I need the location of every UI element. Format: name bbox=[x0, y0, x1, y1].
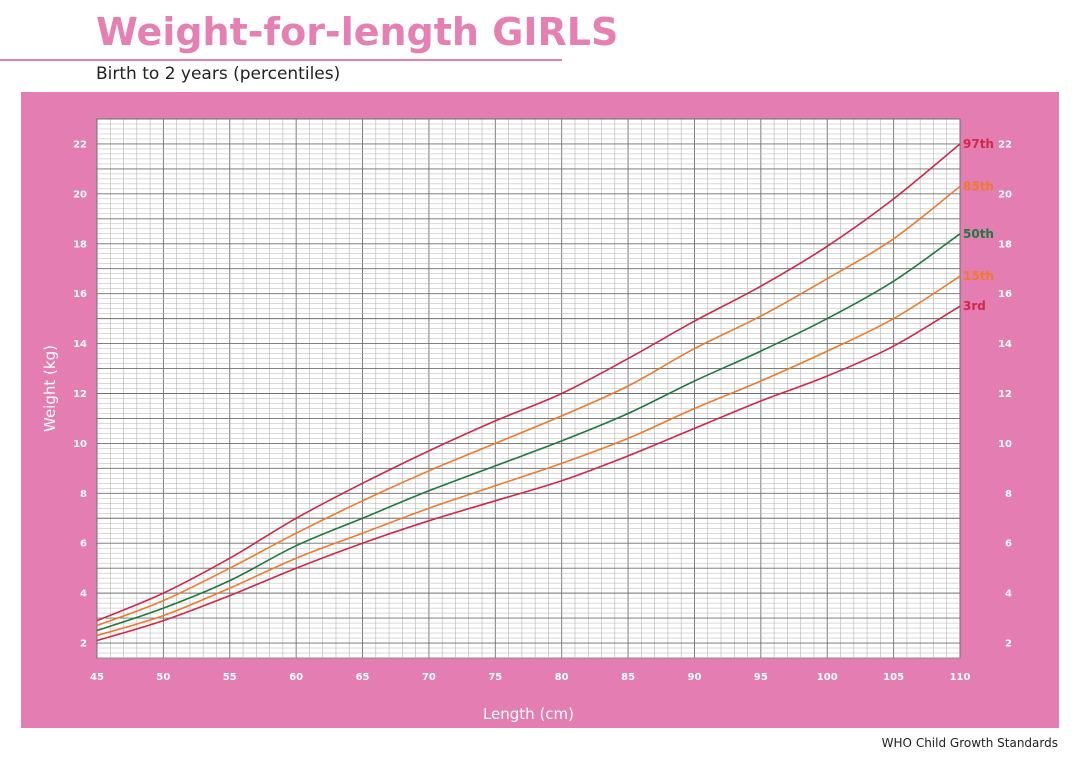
series-line-3rd bbox=[96, 305, 961, 642]
y-tick-label: 16 bbox=[73, 289, 87, 300]
y-tick-label: 18 bbox=[73, 239, 87, 250]
series-label-3rd: 3rd bbox=[963, 299, 986, 313]
y-axis-right: 2 4 6 8 10 12 14 16 18 20 22 bbox=[998, 139, 1012, 649]
x-tick-label: 100 bbox=[817, 672, 838, 683]
series-line-15th bbox=[96, 275, 961, 637]
x-tick-label: 45 bbox=[90, 672, 104, 683]
y-tick-label-right: 2 bbox=[1005, 639, 1012, 650]
series-labels: 3rd 15th 50th 85th 97th bbox=[963, 137, 994, 313]
y-tick-label-right: 12 bbox=[998, 389, 1012, 400]
y-tick-label: 8 bbox=[80, 489, 87, 500]
series-label-85th: 85th bbox=[963, 179, 994, 193]
y-tick-label-right: 20 bbox=[998, 189, 1012, 200]
y-tick-label-right: 22 bbox=[998, 139, 1012, 150]
series-line-50th bbox=[96, 233, 961, 632]
y-tick-label: 10 bbox=[73, 439, 87, 450]
source-credit: WHO Child Growth Standards bbox=[881, 736, 1058, 750]
y-tick-label-right: 8 bbox=[1005, 489, 1012, 500]
y-tick-label: 14 bbox=[73, 339, 87, 350]
x-tick-label: 95 bbox=[754, 672, 768, 683]
y-tick-label-right: 14 bbox=[998, 339, 1012, 350]
x-tick-label: 85 bbox=[621, 672, 635, 683]
chart-subtitle: Birth to 2 years (percentiles) bbox=[96, 64, 341, 84]
series-label-15th: 15th bbox=[963, 269, 994, 283]
x-tick-label: 75 bbox=[488, 672, 502, 683]
x-tick-label: 110 bbox=[950, 672, 971, 683]
y-tick-label-right: 6 bbox=[1005, 539, 1012, 550]
y-tick-label: 22 bbox=[73, 139, 87, 150]
x-tick-label: 90 bbox=[688, 672, 702, 683]
y-tick-label: 4 bbox=[80, 589, 87, 600]
series-line-85th bbox=[96, 185, 961, 627]
y-axis-label: Weight (kg) bbox=[41, 345, 59, 432]
y-tick-label: 6 bbox=[80, 539, 87, 550]
series-line-97th bbox=[96, 143, 961, 622]
y-tick-label-right: 18 bbox=[998, 239, 1012, 250]
x-tick-label: 80 bbox=[555, 672, 569, 683]
series-label-97th: 97th bbox=[963, 137, 994, 151]
y-tick-label: 12 bbox=[73, 389, 87, 400]
y-axis-left: 2 4 6 8 10 12 14 16 18 20 22 bbox=[73, 139, 87, 649]
y-tick-label-right: 16 bbox=[998, 289, 1012, 300]
x-axis: 45 50 55 60 65 70 75 80 85 90 95 100 105 110 bbox=[90, 672, 970, 683]
chart-title: Weight-for-length GIRLS bbox=[96, 10, 619, 54]
series-lines bbox=[96, 143, 961, 642]
x-axis-label: Length (cm) bbox=[483, 705, 574, 723]
x-tick-label: 55 bbox=[223, 672, 237, 683]
y-tick-label: 2 bbox=[80, 639, 87, 650]
y-tick-label: 20 bbox=[73, 189, 87, 200]
series-label-50th: 50th bbox=[963, 227, 994, 241]
y-tick-label-right: 10 bbox=[998, 439, 1012, 450]
title-underline bbox=[0, 59, 562, 61]
x-tick-label: 70 bbox=[422, 672, 436, 683]
grid bbox=[96, 118, 961, 659]
y-tick-label-right: 4 bbox=[1005, 589, 1012, 600]
x-tick-label: 65 bbox=[356, 672, 370, 683]
x-tick-label: 60 bbox=[289, 672, 303, 683]
x-tick-label: 105 bbox=[883, 672, 904, 683]
x-tick-label: 50 bbox=[156, 672, 170, 683]
